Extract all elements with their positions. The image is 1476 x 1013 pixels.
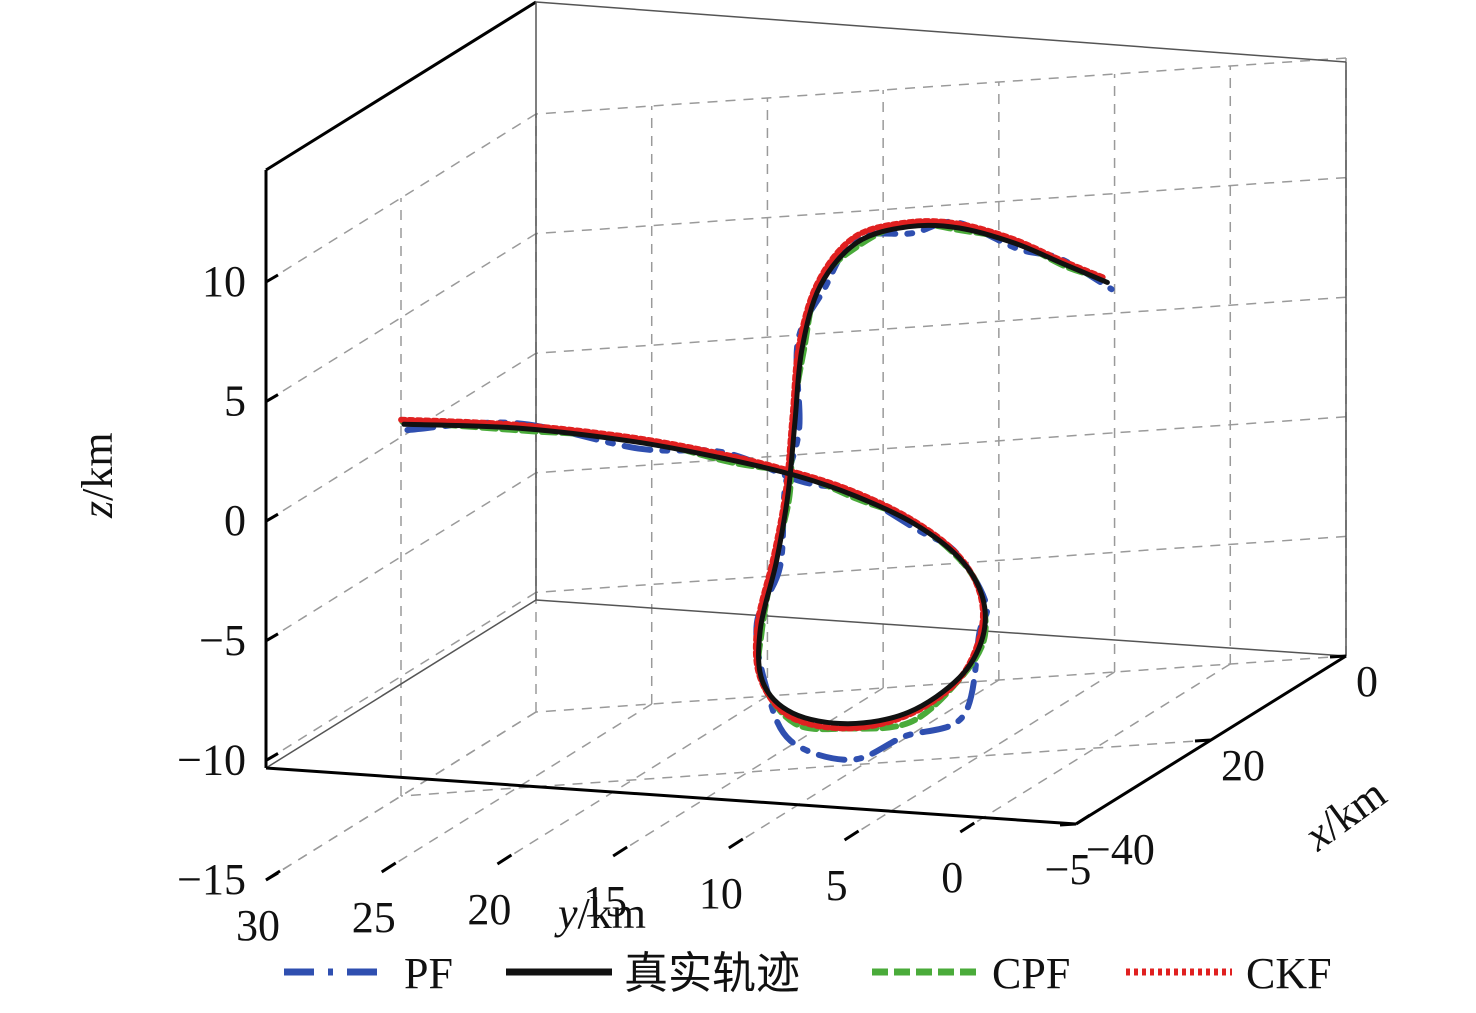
- frame-edge: [265, 0, 537, 172]
- y-tick: [1075, 813, 1091, 826]
- z-tick: [265, 632, 279, 643]
- y-tick: [959, 821, 976, 834]
- z-tick: [265, 273, 279, 284]
- legend-label-cpf: CPF: [992, 949, 1070, 998]
- z-tick-label: −15: [177, 855, 246, 904]
- z-tick-label: 10: [202, 257, 246, 306]
- x-axis-label: x/km: [1294, 769, 1395, 861]
- gridline-y-floor: [612, 687, 884, 857]
- z-tick-label: −10: [177, 735, 246, 784]
- y-tick: [265, 869, 281, 882]
- z-axis-var: z: [73, 501, 122, 519]
- gridline-y-floor: [844, 671, 1115, 841]
- y-tick-label: 5: [826, 861, 848, 910]
- y-tick-label: 25: [352, 893, 396, 942]
- z-tick: [265, 512, 279, 523]
- axis-frame: [264, 0, 1347, 826]
- gridline-y-floor: [381, 703, 653, 873]
- z-tick: [265, 393, 279, 403]
- z-axis-label: z/km: [73, 432, 122, 519]
- frame-edge: [535, 1, 1347, 63]
- gridline-x-floor: [400, 739, 1212, 797]
- legend-label-truth: 真实轨迹: [624, 949, 800, 998]
- y-tick-label: −5: [1045, 845, 1092, 894]
- z-tick-label: 0: [224, 496, 246, 545]
- y-tick-label: 15: [583, 877, 627, 926]
- y-tick: [496, 853, 513, 866]
- gridline-z-back: [535, 57, 1347, 115]
- series-line-CKF: [398, 218, 1108, 732]
- y-tick: [612, 845, 628, 858]
- y-tick-label: 30: [236, 901, 280, 950]
- y-tick-label: 0: [941, 853, 963, 902]
- frame-edge: [535, 599, 1347, 657]
- z-tick-label: −5: [199, 616, 246, 665]
- y-axis-line: [265, 766, 1077, 826]
- x-tick: [1329, 654, 1347, 659]
- legend-label-ckf: CKF: [1246, 949, 1332, 998]
- legend: PF 真实轨迹 CPF CKF: [284, 949, 1332, 998]
- gridline-z-back: [535, 416, 1347, 474]
- y-tick-label: 20: [467, 885, 511, 934]
- y-axis-unit: /km: [578, 889, 646, 938]
- y-tick: [728, 837, 744, 850]
- series-layer: [398, 218, 1115, 763]
- series-line-真实轨迹: [401, 222, 1110, 727]
- frame-edge: [265, 599, 537, 769]
- x-tick: [1059, 822, 1077, 827]
- z-tick: [265, 752, 279, 762]
- x-tick-label: 0: [1356, 657, 1378, 706]
- z-tick-label: 5: [224, 377, 246, 426]
- legend-label-pf: PF: [404, 949, 453, 998]
- gridline-z-back: [535, 296, 1347, 354]
- y-axis-label: y/km: [554, 889, 646, 938]
- y-tick: [380, 861, 397, 874]
- y-tick-label: 10: [699, 869, 743, 918]
- y-tick: [843, 829, 860, 842]
- gridline-z-back: [535, 655, 1347, 713]
- y-axis-var: y: [554, 889, 578, 938]
- gridline-z-back: [535, 535, 1347, 594]
- x-tick: [1194, 738, 1212, 743]
- gridline-z-back: [535, 176, 1347, 235]
- x-tick-label: −40: [1086, 825, 1155, 874]
- z-axis-unit: /km: [73, 432, 122, 500]
- x-tick-label: 20: [1221, 741, 1265, 790]
